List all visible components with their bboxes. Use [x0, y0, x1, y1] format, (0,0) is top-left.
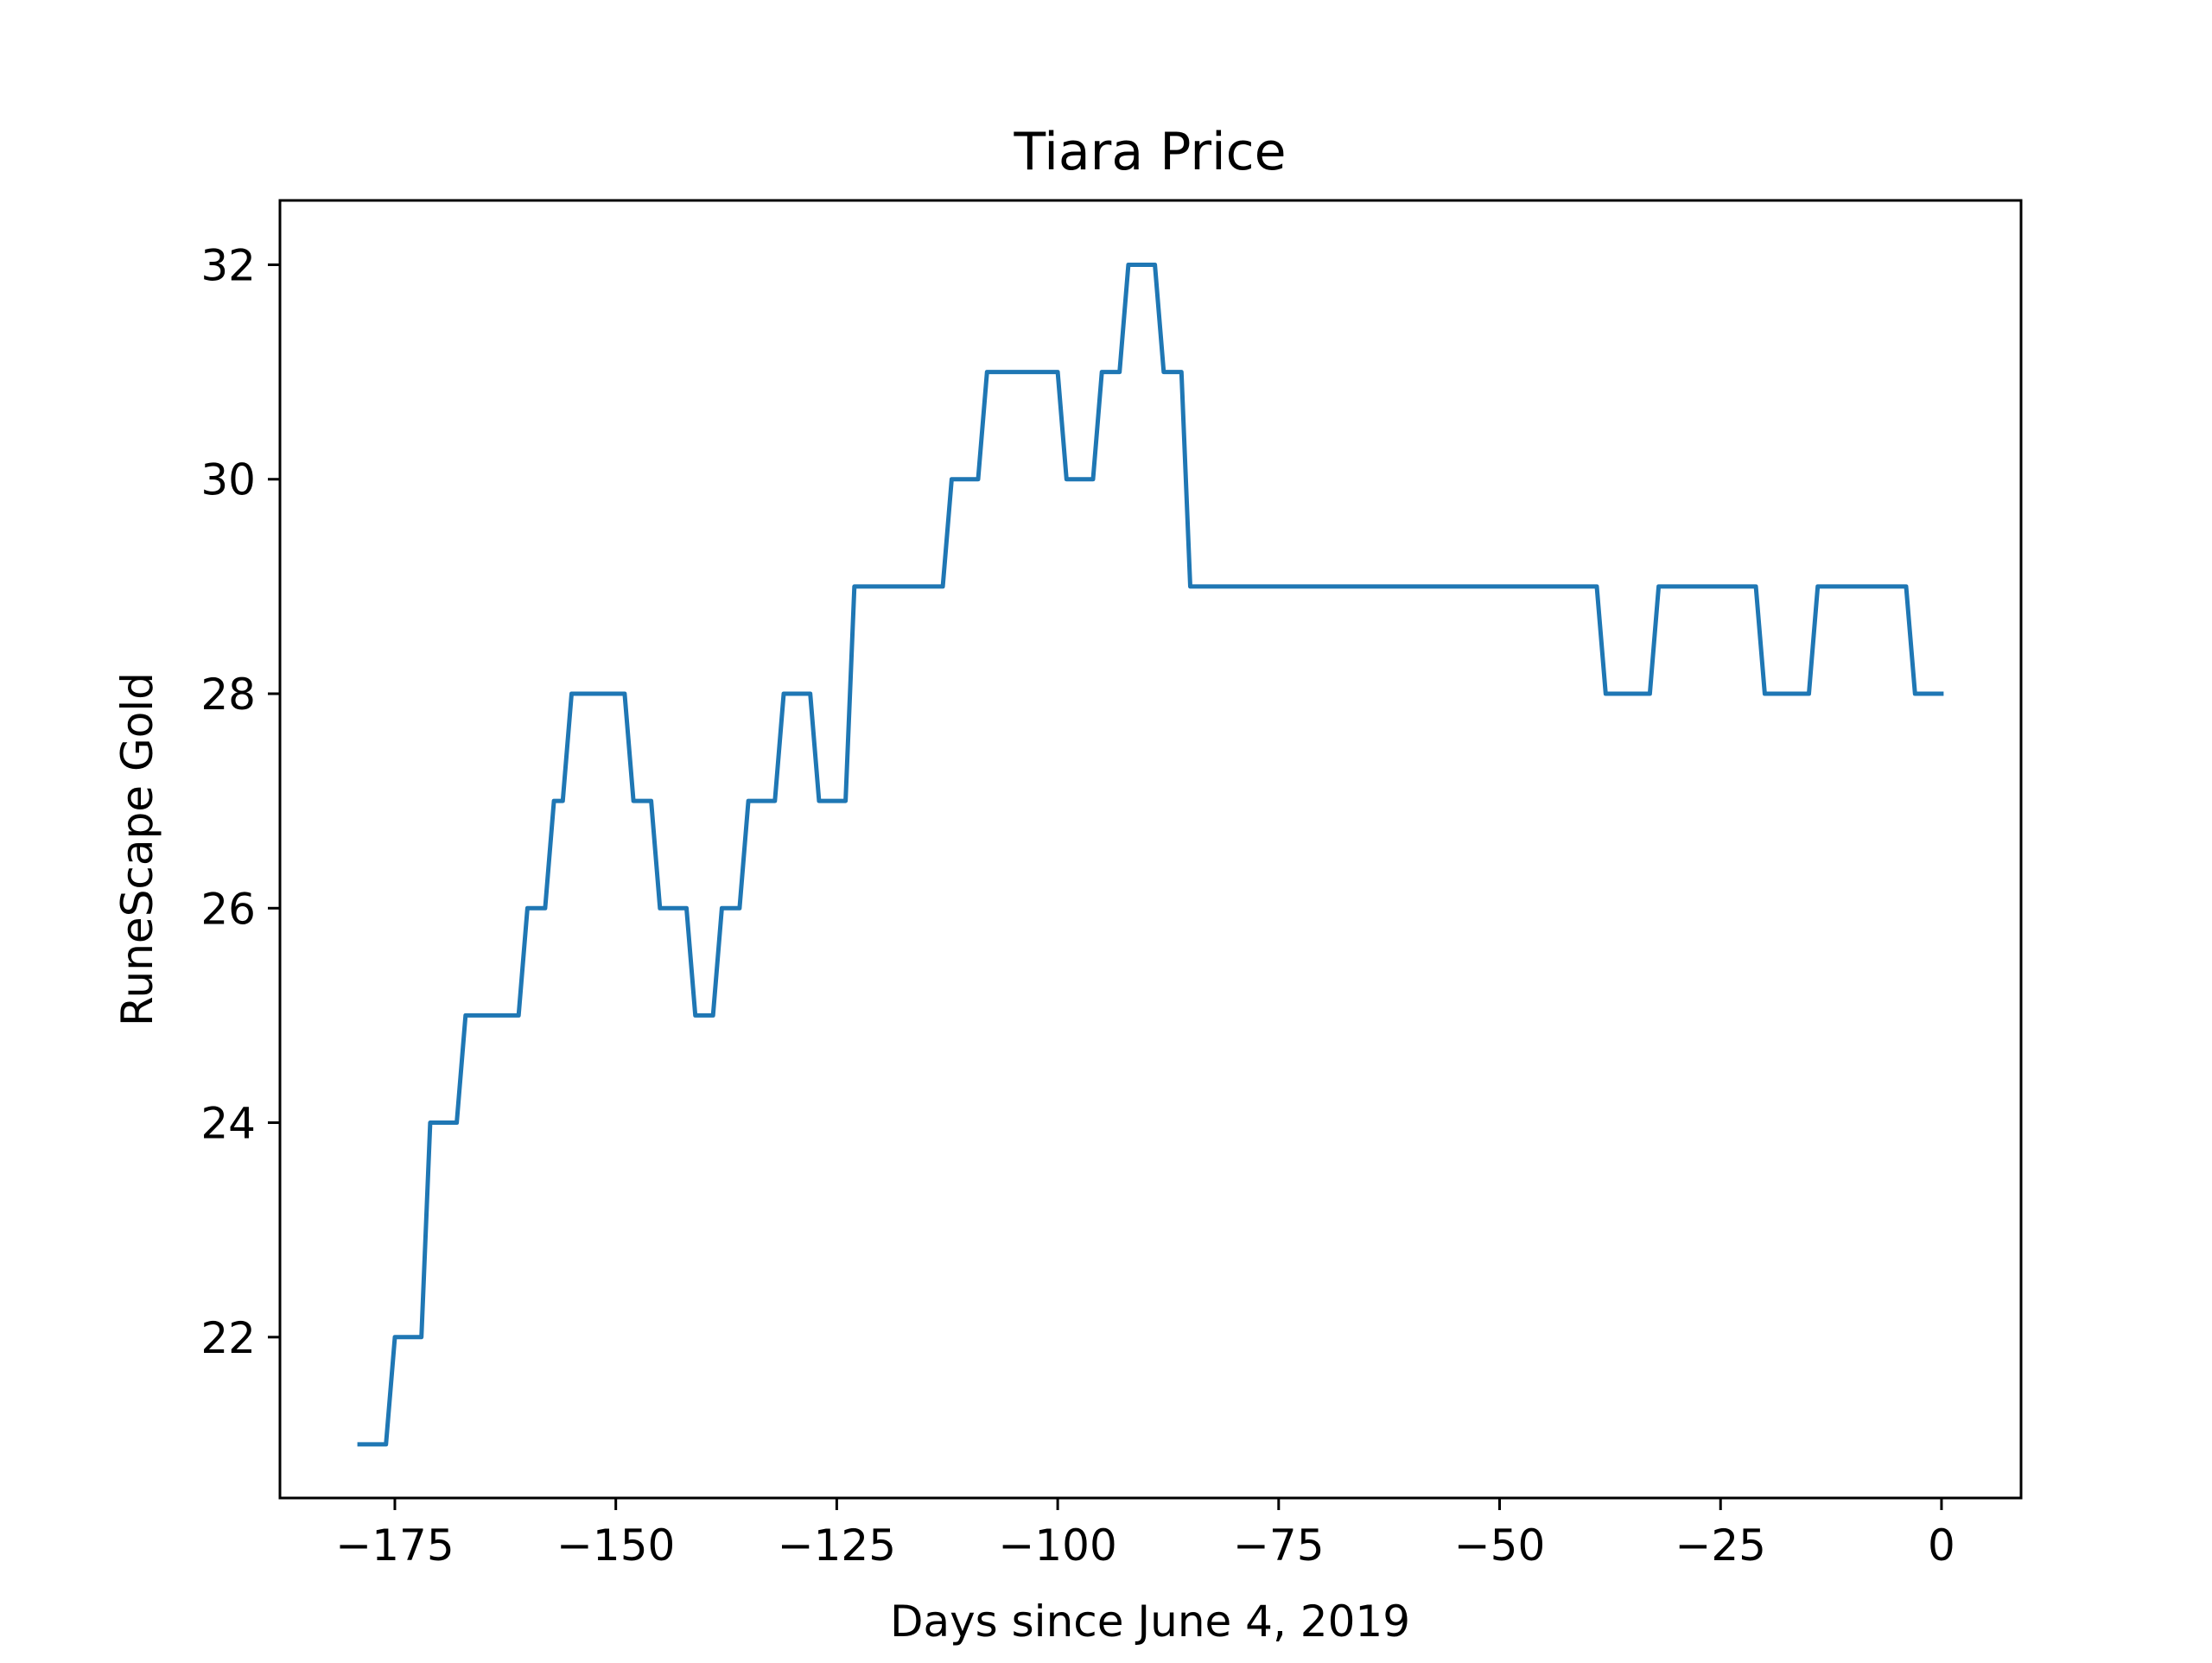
x-tick-label: −100 [998, 1520, 1116, 1571]
y-tick-label: 30 [200, 455, 256, 505]
x-tick-label: −50 [1454, 1520, 1546, 1571]
y-tick-label: 28 [200, 670, 256, 720]
y-tick-label: 24 [200, 1099, 256, 1149]
y-tick-label: 26 [200, 884, 256, 934]
plot-frame [278, 199, 2023, 1500]
x-tick-label: −175 [335, 1520, 454, 1571]
x-tick-label: −150 [556, 1520, 675, 1571]
plot-area [357, 263, 1944, 1447]
x-axis-label: Days since June 4, 2019 [890, 1596, 1410, 1647]
x-tick-label: −25 [1675, 1520, 1766, 1571]
series-line-0 [357, 263, 1944, 1447]
x-tick-label: 0 [1928, 1520, 1955, 1571]
x-tick-label: −125 [778, 1520, 896, 1571]
y-tick-label: 32 [200, 240, 256, 290]
chart-title: Tiara Price [1013, 122, 1286, 182]
y-tick-label: 22 [200, 1313, 256, 1363]
x-axis: −175 −150 −125 −100 −75 −50 −25 0 [335, 1498, 1955, 1571]
y-axis: 22 24 26 28 30 32 [200, 240, 280, 1363]
y-axis-label: RuneScape Gold [112, 672, 162, 1026]
x-tick-label: −75 [1233, 1520, 1325, 1571]
